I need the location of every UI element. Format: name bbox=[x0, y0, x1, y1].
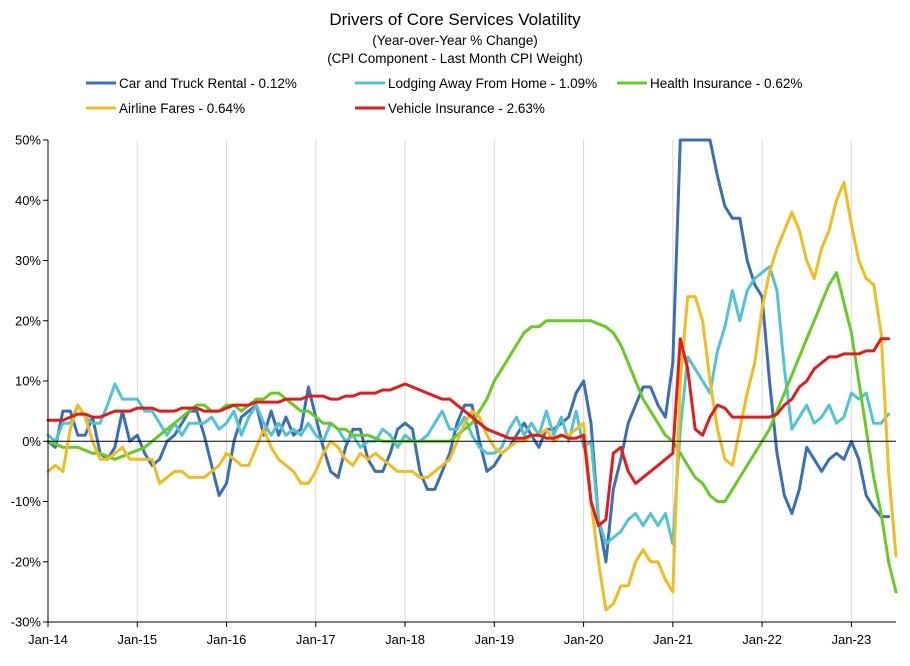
y-tick-label: 20% bbox=[15, 313, 41, 328]
legend-item: Car and Truck Rental - 0.12% bbox=[86, 76, 297, 91]
x-tick-label: Jan-17 bbox=[296, 632, 336, 647]
y-tick-label: -30% bbox=[11, 615, 42, 630]
x-tick-label: Jan-23 bbox=[831, 632, 871, 647]
series-line-3 bbox=[46, 271, 898, 594]
y-tick-label: 0% bbox=[22, 434, 41, 449]
chart-subtitle-2: (CPI Component - Last Month CPI Weight) bbox=[327, 51, 583, 66]
axes: -30% -20% -10% 0% 10% 20% 30% 40% 50% Jan-14 Jan-1… bbox=[11, 133, 896, 647]
y-tick-label: -20% bbox=[11, 554, 42, 569]
x-tick-label: Jan-21 bbox=[653, 632, 693, 647]
chart-title: Drivers of Core Services Volatility bbox=[329, 10, 581, 29]
y-tick-label: 50% bbox=[15, 133, 41, 148]
legend-label: Health Insurance - 0.62% bbox=[650, 76, 802, 91]
series-line-4 bbox=[46, 180, 898, 612]
x-tick-label: Jan-18 bbox=[385, 632, 425, 647]
legend-item: Airline Fares - 0.64% bbox=[86, 101, 245, 116]
y-tick-label: 10% bbox=[15, 374, 41, 389]
y-tick-label: -10% bbox=[11, 494, 42, 509]
legend-label: Vehicle Insurance - 2.63% bbox=[388, 101, 545, 116]
y-tick-label: 30% bbox=[15, 253, 41, 268]
legend-label: Airline Fares - 0.64% bbox=[119, 101, 245, 116]
series-group bbox=[46, 138, 898, 612]
series-line-5 bbox=[46, 337, 891, 528]
legend-item: Lodging Away From Home - 1.09% bbox=[355, 76, 597, 91]
x-tick-label: Jan-20 bbox=[564, 632, 604, 647]
x-tick-label: Jan-14 bbox=[28, 632, 68, 647]
legend: Car and Truck Rental - 0.12% Lodging Away… bbox=[86, 76, 802, 116]
legend-item: Vehicle Insurance - 2.63% bbox=[355, 101, 545, 116]
legend-label: Lodging Away From Home - 1.09% bbox=[388, 76, 597, 91]
legend-item: Health Insurance - 0.62% bbox=[617, 76, 802, 91]
y-tick-label: 40% bbox=[15, 193, 41, 208]
legend-label: Car and Truck Rental - 0.12% bbox=[119, 76, 297, 91]
x-tick-label: Jan-16 bbox=[207, 632, 247, 647]
x-tick-label: Jan-15 bbox=[117, 632, 157, 647]
x-tick-label: Jan-19 bbox=[474, 632, 514, 647]
gridlines bbox=[136, 140, 852, 622]
chart-subtitle-1: (Year-over-Year % Change) bbox=[372, 33, 538, 48]
x-tick-label: Jan-22 bbox=[742, 632, 782, 647]
